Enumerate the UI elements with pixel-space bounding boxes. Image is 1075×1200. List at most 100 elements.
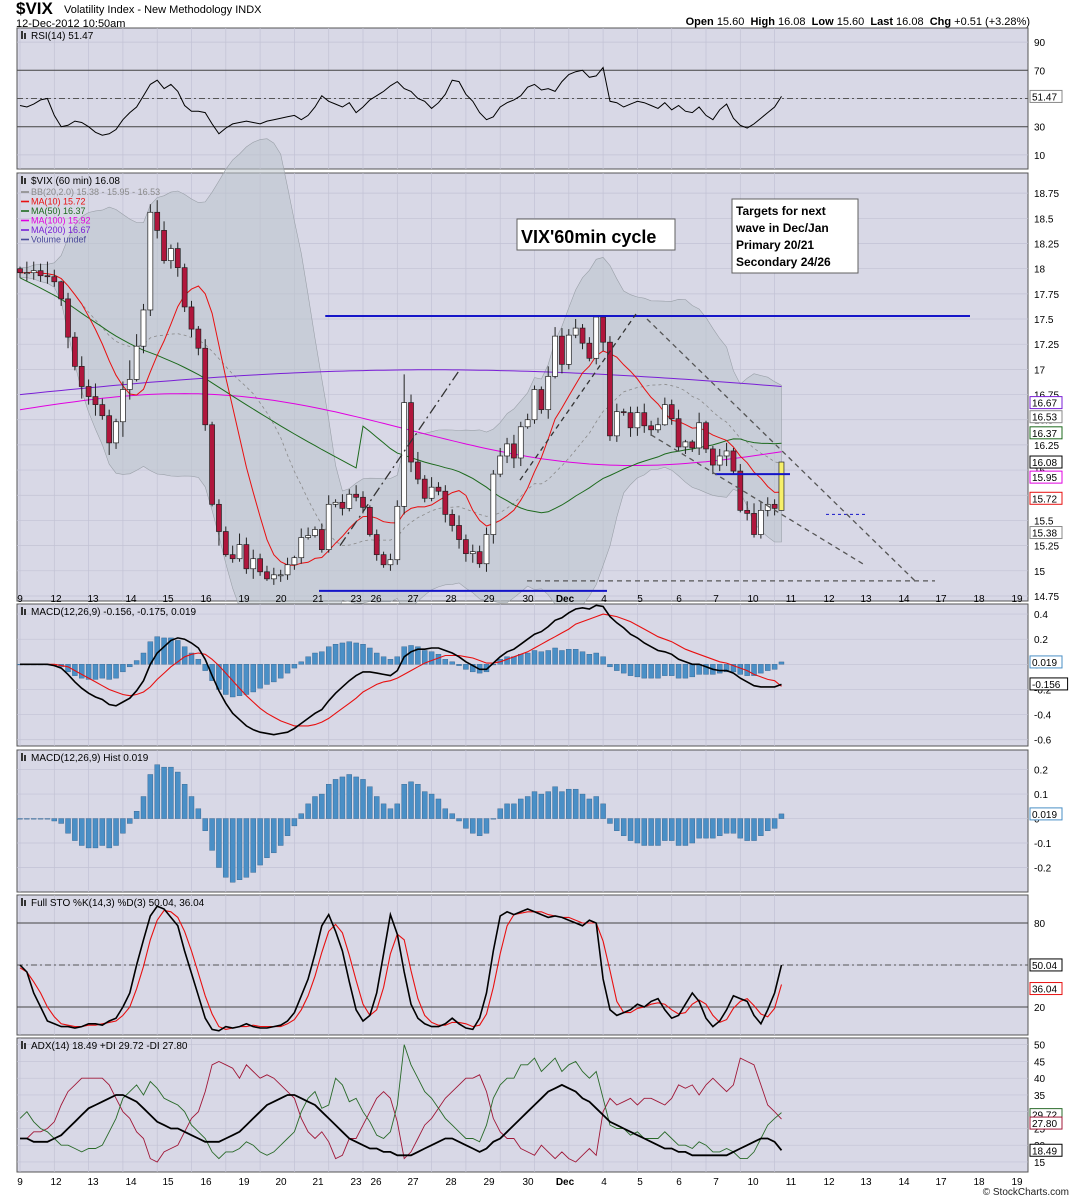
candle [408, 402, 414, 463]
macd-hist-bar [298, 661, 304, 665]
x-tick: 12 [50, 594, 62, 605]
macd-hist-bar [449, 661, 455, 665]
candle [456, 525, 462, 540]
candle [85, 386, 92, 397]
macd-signal-line [20, 613, 782, 727]
hist-bar [703, 818, 709, 839]
hist-bar [669, 818, 675, 841]
macd-hist-bar [600, 656, 606, 665]
candle [421, 478, 428, 499]
candle [634, 412, 641, 429]
hist-bar [51, 818, 57, 822]
macd_hist-panel-bg [16, 749, 1029, 893]
candle [744, 510, 751, 514]
macd-hist-bar [655, 664, 661, 679]
price-y-tick: 15 [1034, 567, 1046, 578]
bottom-x-tick: 16 [200, 1177, 212, 1188]
hist-bar [470, 818, 476, 834]
rising-channel-line [519, 313, 637, 481]
x-tick: 10 [747, 594, 759, 605]
hist-bar [133, 811, 140, 819]
candle [600, 316, 606, 343]
candle [593, 316, 600, 359]
macd_hist-y-tick: 0.2 [1034, 766, 1048, 777]
macd-hist-bar [593, 652, 599, 665]
bottom-x-tick: 23 [350, 1177, 362, 1188]
rsi-y-tick: 70 [1034, 66, 1046, 77]
candle [661, 404, 668, 426]
hist-bar [147, 774, 154, 819]
macd-hist-bar [442, 659, 449, 665]
hist-bar [291, 818, 298, 827]
macd-hist-bar [175, 640, 181, 665]
macd-hist-bar [353, 642, 359, 665]
macd-hist-bar [607, 664, 613, 668]
price-right-label: 15.72 [1032, 494, 1057, 505]
candle [360, 496, 366, 508]
ma100-line [19, 393, 782, 466]
macd-hist-bar [566, 649, 572, 665]
candle [716, 455, 723, 466]
candle [257, 558, 263, 573]
hist-bar [264, 818, 270, 858]
adx-y-tick: 25 [1034, 1124, 1046, 1135]
rsi-last-label: 51.47 [1032, 92, 1057, 103]
high-value: 16.08 [777, 16, 806, 28]
candle [284, 564, 291, 576]
rsi-title-icon [21, 31, 23, 39]
macd-hist-bar [326, 646, 332, 665]
macd-hist-bar [92, 664, 99, 680]
hist-bar [72, 818, 78, 841]
hist-bar [181, 784, 188, 819]
macd-hist-bar [620, 664, 627, 674]
bollinger-mid [20, 271, 782, 547]
macd-hist-bar [181, 646, 188, 665]
hist-bar [401, 784, 407, 819]
candle [627, 412, 634, 429]
macd-hist-bar [648, 664, 654, 679]
hist-bar [737, 818, 743, 839]
minus-di-label: 27.80 [1032, 1119, 1057, 1130]
hist-bar [641, 818, 647, 846]
candle [552, 335, 558, 377]
candle [771, 503, 778, 509]
price-y-tick: 16.25 [1034, 441, 1059, 452]
macd-hist-bar [223, 664, 229, 695]
candle [449, 514, 456, 526]
price-y-tick: 18.75 [1034, 189, 1059, 200]
chart-symbol: $VIX [16, 0, 53, 18]
bottom-x-tick: 14 [125, 1177, 137, 1188]
bottom-x-tick: 7 [713, 1177, 719, 1188]
candle [730, 450, 737, 472]
candle [37, 270, 44, 277]
hist-bar [408, 781, 414, 819]
bottom-x-tick: 10 [747, 1177, 759, 1188]
candle [689, 441, 696, 449]
macd-hist-bar [504, 656, 510, 665]
price-title-icon [21, 176, 23, 184]
macd-hist-bar [669, 664, 675, 676]
macd-hist-bar [518, 654, 524, 665]
candle [401, 402, 408, 507]
macd-hist-bar [435, 654, 442, 665]
hist-bar [524, 796, 531, 819]
macd_hist-title-icon [21, 753, 23, 761]
hist-bar [202, 818, 208, 831]
rsi-last-label-box [1029, 89, 1063, 103]
adx-label: 18.49 [1032, 1146, 1057, 1157]
macd-hist-bar [127, 664, 133, 668]
chg-value: +0.51 (+3.28%) [954, 16, 1030, 28]
x-tick: 16 [200, 594, 212, 605]
cycle-annotation: VIX'60min cycle [521, 227, 656, 247]
macd-hist-bar [703, 664, 709, 675]
candle [318, 529, 325, 550]
macd-hist-bar [284, 664, 291, 674]
hist-bar [319, 793, 325, 819]
adx-line [20, 1083, 783, 1157]
hist-bar [607, 818, 613, 824]
x-tick: 30 [522, 594, 534, 605]
macd-hist-bar [319, 651, 325, 665]
hist-bar [428, 793, 435, 819]
hist-bar [140, 796, 147, 819]
macd-hist-bar [113, 664, 119, 679]
